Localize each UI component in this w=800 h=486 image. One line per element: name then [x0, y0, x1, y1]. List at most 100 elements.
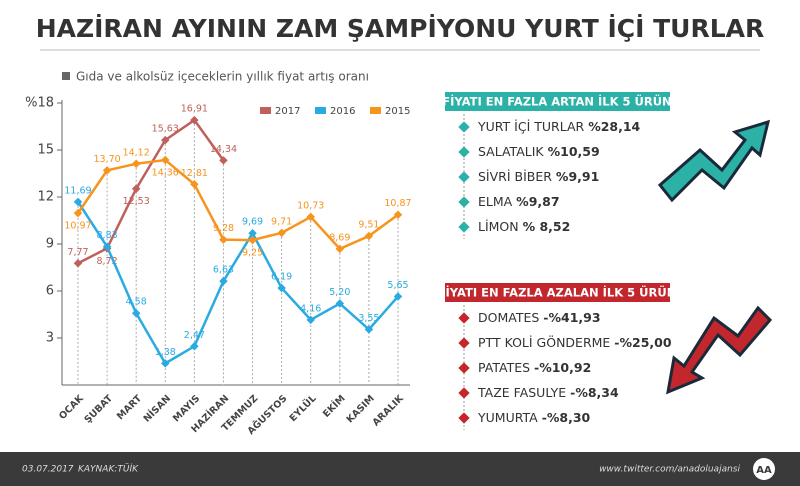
data-point	[190, 115, 199, 125]
footer-bar	[0, 452, 800, 486]
data-point	[219, 156, 228, 165]
list-item: DOMATES -%41,93	[478, 310, 601, 325]
legend-swatch	[315, 107, 326, 114]
item-value: % 8,52	[523, 219, 571, 234]
subtitle: Gıda ve alkolsüz içeceklerin yıllık fiya…	[76, 70, 369, 84]
list-bullet	[458, 387, 470, 399]
data-point	[364, 231, 374, 241]
list-bullet	[458, 221, 470, 233]
list-item: YUMURTA -%8,30	[477, 410, 591, 425]
data-point	[219, 235, 228, 244]
list-item: PATATES -%10,92	[478, 360, 591, 375]
value-label: 14,12	[123, 147, 150, 158]
data-point	[161, 135, 170, 145]
series-line	[76, 158, 399, 251]
value-label: 12,53	[123, 196, 150, 207]
up-arrow	[657, 119, 771, 203]
item-name: ELMA	[478, 194, 516, 209]
value-label: 9,25	[242, 248, 263, 259]
value-label: 4,58	[126, 297, 147, 308]
data-point	[306, 212, 315, 222]
value-label: 9,28	[213, 223, 234, 234]
list-bullet	[458, 171, 470, 183]
value-label: 8,69	[329, 232, 350, 243]
value-label: 13,70	[93, 154, 120, 165]
list-item: LİMON % 8,52	[478, 219, 570, 234]
value-label: 8,72	[97, 256, 118, 267]
y-tick-label: 3	[46, 331, 54, 346]
list-banner	[445, 92, 670, 111]
item-name: YURT İÇİ TURLAR	[477, 119, 588, 134]
item-name: DOMATES	[478, 310, 543, 325]
list-title: FİYATI EN FAZLA ARTAN İLK 5 ÜRÜN	[442, 94, 671, 109]
data-point	[102, 242, 112, 251]
legend-label: 2017	[275, 106, 300, 117]
y-tick-label: 9	[46, 237, 54, 252]
value-label: 9,69	[242, 217, 263, 228]
value-label: 14,34	[210, 144, 237, 155]
value-label: 5,20	[329, 287, 350, 298]
footer-source: KAYNAK:TÜİK	[78, 464, 139, 475]
legend-swatch	[370, 107, 381, 114]
data-point	[190, 342, 199, 351]
data-point	[131, 309, 141, 318]
list-bullet	[458, 146, 470, 158]
subtitle-marker	[62, 72, 70, 80]
data-point	[131, 159, 141, 169]
data-point	[306, 315, 315, 325]
data-point	[393, 292, 403, 301]
list-bullet	[458, 337, 470, 349]
list-bullet	[458, 412, 470, 424]
legend-label: 2016	[330, 106, 355, 117]
series-line	[77, 118, 225, 265]
legend-label: 2015	[385, 106, 410, 117]
data-point	[335, 299, 345, 308]
logo-mark: AA	[756, 465, 772, 476]
item-name: PTT KOLİ GÖNDERME	[478, 334, 614, 350]
data-point	[190, 180, 199, 189]
value-label: 9,51	[358, 220, 379, 231]
title: HAZİRAN AYININ ZAM ŞAMPİYONU YURT İÇİ TU…	[36, 13, 765, 43]
data-point	[73, 197, 83, 207]
legend-swatch	[260, 107, 271, 114]
data-point	[131, 184, 141, 193]
data-point	[73, 259, 83, 268]
item-value: %10,59	[548, 144, 600, 159]
footer-link: www.twitter.com/anadoluajansi	[599, 465, 740, 475]
logo	[753, 458, 775, 480]
data-point	[219, 276, 228, 286]
list-banner	[445, 283, 670, 302]
data-point	[161, 155, 170, 165]
data-point	[102, 166, 112, 175]
list-title: FİYATI EN FAZLA AZALAN İLK 5 ÜRÜN	[438, 285, 677, 300]
y-tick-label: %18	[25, 96, 54, 111]
list-item: SALATALIK %10,59	[478, 144, 600, 159]
list-bullet	[458, 362, 470, 374]
item-value: -%41,93	[543, 310, 600, 325]
list-bullet	[458, 312, 470, 324]
value-label: 6,19	[271, 272, 292, 283]
list-item: YURT İÇİ TURLAR %28,14	[477, 119, 641, 134]
item-name: PATATES	[478, 360, 534, 375]
value-label: 10,73	[297, 200, 324, 211]
data-point	[393, 210, 403, 219]
y-tick-label: 12	[37, 190, 54, 205]
value-label: 8,83	[97, 230, 118, 241]
data-point	[161, 359, 170, 368]
value-label: 6,63	[213, 265, 234, 276]
item-value: %9,91	[556, 169, 599, 184]
data-point	[335, 244, 345, 254]
data-point	[277, 283, 286, 293]
down-arrow	[666, 305, 773, 395]
list-item: PTT KOLİ GÖNDERME -%25,00	[478, 334, 672, 350]
value-label: 4,16	[300, 303, 321, 314]
value-label: 5,65	[387, 280, 408, 291]
data-point	[277, 228, 286, 238]
value-label: 10,87	[384, 198, 411, 209]
value-label: 11,69	[64, 185, 91, 196]
item-name: YUMURTA	[477, 410, 542, 425]
value-label: 3,55	[358, 313, 379, 324]
list-item: SİVRİ BİBER %9,91	[478, 169, 599, 184]
